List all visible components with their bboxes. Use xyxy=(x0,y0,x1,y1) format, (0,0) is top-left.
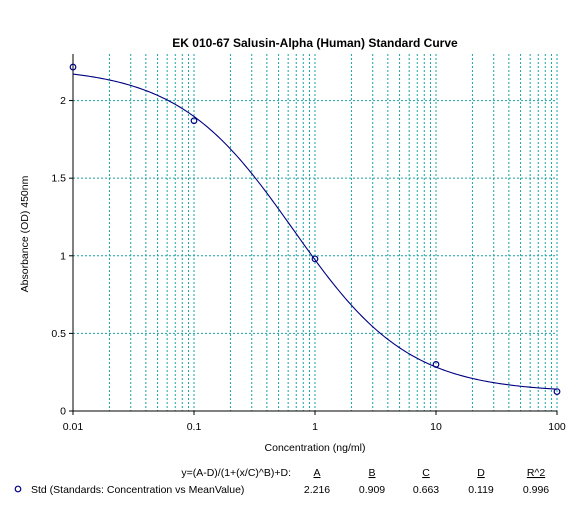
fit-equation: y=(A-D)/(1+(x/C)^B)+D: xyxy=(181,467,291,479)
fit-param-value-b: 0.909 xyxy=(359,484,385,496)
y-tick-label: 1 xyxy=(60,250,66,262)
fit-param-label-b: B xyxy=(368,467,375,479)
data-points-layer xyxy=(69,63,561,395)
x-axis-label: Concentration (ng/ml) xyxy=(265,442,366,454)
fit-param-value-r2: 0.996 xyxy=(523,484,549,496)
fit-param-label-r2: R^2 xyxy=(527,467,546,479)
x-tick-label: 10 xyxy=(430,421,442,433)
x-tick-label: 0.01 xyxy=(63,421,84,433)
data-point xyxy=(432,361,440,368)
y-tick-label: 1.5 xyxy=(51,173,66,185)
axes xyxy=(69,54,558,415)
tick-labels: 0.01 0.1 1 10 100 0 0.5 1 1.5 2 xyxy=(51,95,566,433)
data-point xyxy=(311,255,319,263)
fit-param-label-d: D xyxy=(477,467,485,479)
y-tick-label: 2 xyxy=(60,95,66,107)
fit-param-label-c: C xyxy=(422,467,430,479)
fitted-curve xyxy=(72,73,558,390)
data-point xyxy=(190,117,198,125)
fit-param-label-a: A xyxy=(313,467,320,479)
fit-param-value-a: 2.216 xyxy=(304,484,330,496)
x-tick-label: 0.1 xyxy=(187,421,202,433)
legend-marker-std xyxy=(14,485,22,493)
data-point xyxy=(69,63,77,71)
fit-param-value-c: 0.663 xyxy=(413,484,439,496)
fitted-curve-layer xyxy=(72,73,558,390)
grid-lines xyxy=(72,54,558,411)
y-tick-label: 0 xyxy=(60,406,66,418)
x-tick-label: 100 xyxy=(548,421,566,433)
y-tick-label: 0.5 xyxy=(51,328,66,340)
legend-series-label: Std (Standards: Concentration vs MeanVal… xyxy=(31,484,244,496)
x-tick-label: 1 xyxy=(312,421,318,433)
y-axis-label: Absorbance (OD) 450nm xyxy=(19,175,31,292)
chart-title: EK 010-67 Salusin-Alpha (Human) Standard… xyxy=(172,36,458,50)
fit-param-value-d: 0.119 xyxy=(468,484,494,496)
data-point xyxy=(553,388,561,395)
legend: y=(A-D)/(1+(x/C)^B)+D: A B C D R^2 Std (… xyxy=(14,467,549,496)
